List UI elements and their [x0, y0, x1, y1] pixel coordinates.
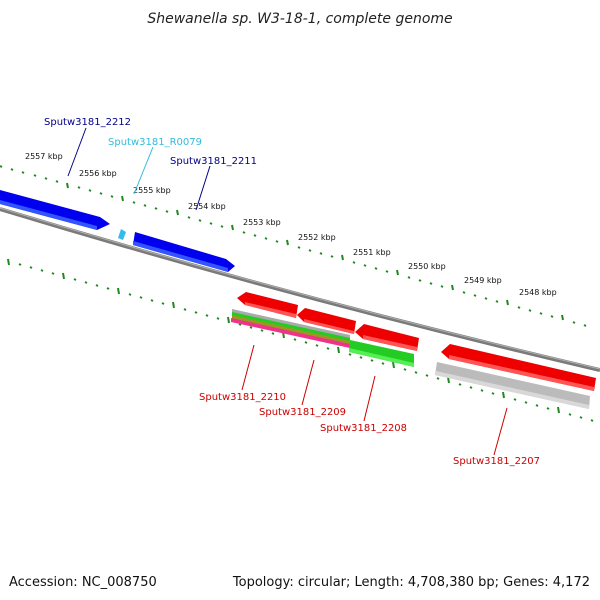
ruler-label: 2550 kbp: [408, 262, 446, 271]
gene-sputw3181-2211[interactable]: [133, 232, 235, 272]
rna-sputw3181-r0079[interactable]: [118, 229, 126, 240]
gene-labels: Sputw3181_2212 Sputw3181_R0079 Sputw3181…: [44, 117, 540, 467]
ruler-label: 2555 kbp: [133, 186, 171, 195]
ruler-label: 2556 kbp: [79, 169, 117, 178]
ruler-label: 2554 kbp: [188, 202, 226, 211]
reverse-strand: [231, 292, 596, 409]
map-title: Shewanella sp. W3-18-1, complete genome: [147, 11, 452, 27]
gene-label-2212[interactable]: Sputw3181_2212: [44, 117, 131, 128]
feature-pink-stack[interactable]: [231, 318, 350, 348]
gene-sputw3181-2207-shade: [449, 355, 594, 391]
gene-label-2211[interactable]: Sputw3181_2211: [170, 156, 257, 167]
gene-sputw3181-2208-shade: [349, 348, 414, 367]
inner-ruler-ticks: [7, 258, 594, 422]
gene-label-2210[interactable]: Sputw3181_2210: [199, 392, 286, 403]
accession-text: Accession: NC_008750: [9, 575, 157, 590]
gene-label-r0079[interactable]: Sputw3181_R0079: [108, 137, 202, 148]
gene-red-3-shade: [363, 335, 417, 351]
gene-gray-2207-shade: [435, 371, 589, 409]
ruler-label: 2552 kbp: [298, 233, 336, 242]
ruler-labels: 2557 kbp 2556 kbp 2555 kbp 2554 kbp 2553…: [25, 152, 557, 297]
outer-ruler-ticks: [0, 165, 587, 327]
ruler-label: 2549 kbp: [464, 276, 502, 285]
topology-summary: Topology: circular; Length: 4,708,380 bp…: [232, 575, 590, 590]
gene-red-1-shade: [245, 302, 296, 318]
ruler-label: 2553 kbp: [243, 218, 281, 227]
feature-olive-stack[interactable]: [232, 315, 350, 345]
genome-backbone: [0, 207, 600, 372]
gene-label-2208[interactable]: Sputw3181_2208: [320, 423, 407, 434]
leader-lines: [67, 127, 508, 456]
ruler-label: 2551 kbp: [353, 248, 391, 257]
gene-sputw3181-2211-shade: [133, 241, 228, 272]
gene-sputw3181-2212-shade: [0, 200, 97, 230]
ruler-label: 2548 kbp: [519, 288, 557, 297]
gene-label-2209[interactable]: Sputw3181_2209: [259, 407, 346, 418]
gene-red-2[interactable]: [297, 308, 356, 334]
gene-red-2-shade: [304, 319, 354, 334]
genome-backbone-highlight: [0, 207, 600, 370]
forward-strand: [0, 190, 235, 272]
ruler-label: 2557 kbp: [25, 152, 63, 161]
gene-label-2207[interactable]: Sputw3181_2207: [453, 456, 540, 467]
gene-sputw3181-2212[interactable]: [0, 190, 110, 230]
